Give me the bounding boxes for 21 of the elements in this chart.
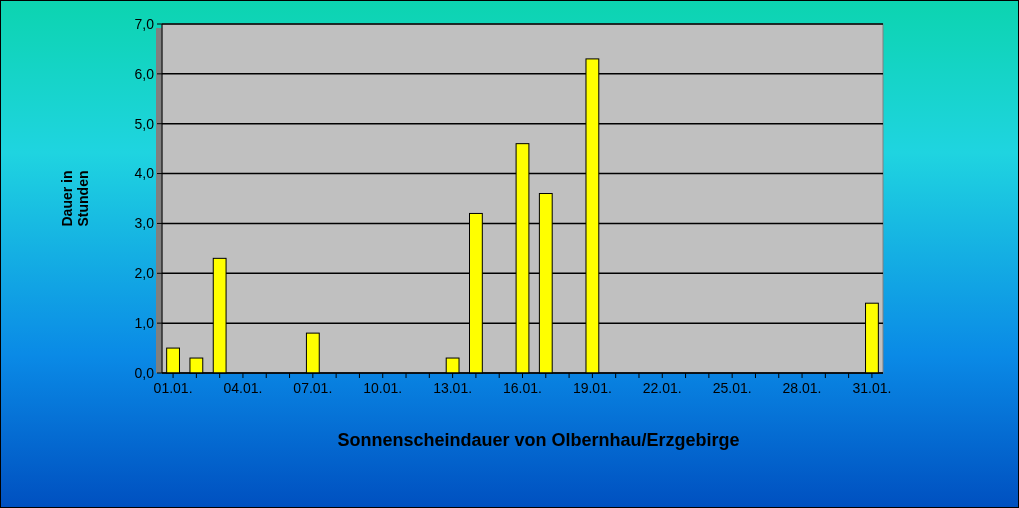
y-tick-label: 4,0	[134, 165, 155, 182]
x-tick-label: 19.01.	[572, 380, 612, 396]
y-tick-label: 0,0	[134, 364, 155, 381]
y-tick-label: 6,0	[134, 65, 155, 82]
x-tick-label: 07.01.	[293, 380, 333, 396]
y-tick-label: 1,0	[134, 315, 155, 332]
y-tick-label: 2,0	[134, 265, 155, 282]
y-tick-label: 7,0	[134, 15, 155, 32]
x-tick-label: 04.01.	[223, 380, 263, 396]
x-tick-label: 25.01.	[712, 380, 752, 396]
x-tick-label: 28.01.	[782, 380, 822, 396]
x-tick-label: 31.01.	[852, 380, 892, 396]
text: Sonnenscheindauer von Olbernhau/Erzgebirge	[337, 430, 740, 450]
y-axis-title: Dauer in Stunden	[59, 170, 91, 227]
x-tick-label: 16.01.	[503, 380, 542, 396]
x-tick-label: 22.01.	[642, 380, 682, 396]
x-tick-label: 13.01.	[433, 380, 473, 396]
y-tick-label: 5,0	[134, 115, 155, 132]
y-tick-label: 3,0	[134, 215, 155, 232]
x-tick-label: 01.01.	[153, 380, 193, 396]
x-tick-label: 10.01.	[363, 380, 403, 396]
